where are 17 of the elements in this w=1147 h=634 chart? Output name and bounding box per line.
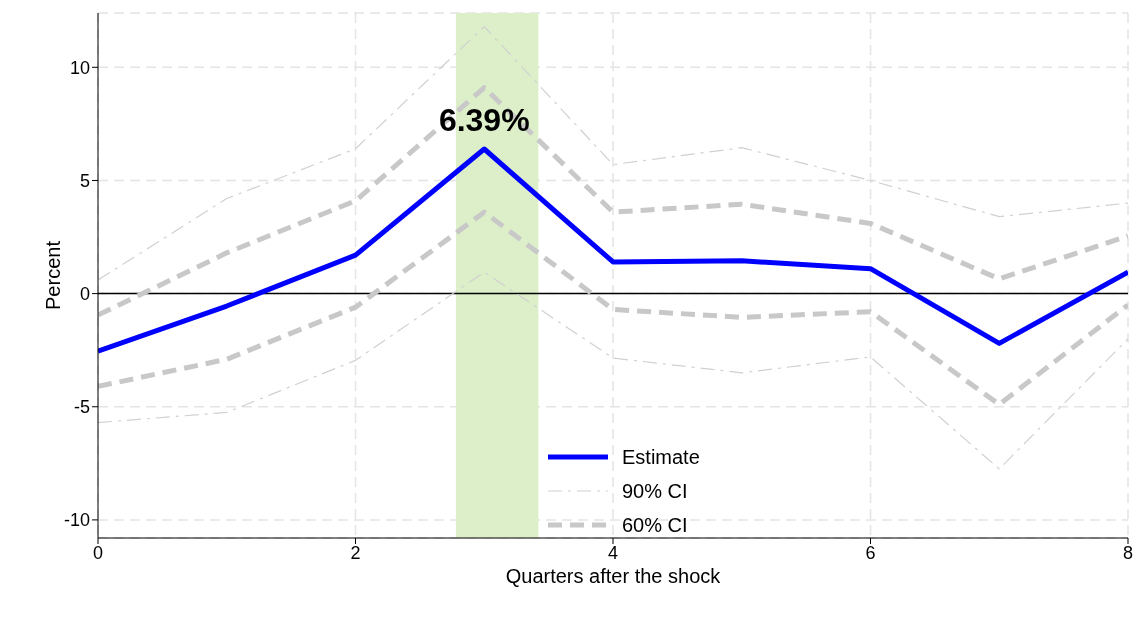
y-tick-label: 5: [79, 170, 90, 191]
y-tick-label: 10: [69, 57, 90, 78]
legend-label: Estimate: [622, 445, 700, 470]
x-tick-label: 6: [865, 542, 876, 563]
x-tick-label: 0: [92, 542, 104, 563]
x-tick-label: 8: [1122, 542, 1134, 563]
x-tick-label: 4: [607, 542, 619, 563]
x-axis-title: Quarters after the shock: [505, 565, 722, 587]
y-tick-label: 0: [79, 283, 90, 304]
annotation: 6.39%: [438, 102, 530, 138]
line-series: [98, 25, 1128, 281]
y-tick-label: -5: [73, 397, 90, 418]
x-tick-label: 2: [350, 542, 361, 563]
legend-label: 90% CI: [622, 479, 688, 504]
y-axis-title: Percent: [42, 240, 65, 310]
y-tick-label: -10: [63, 510, 90, 531]
legend-label: 60% CI: [622, 513, 688, 538]
